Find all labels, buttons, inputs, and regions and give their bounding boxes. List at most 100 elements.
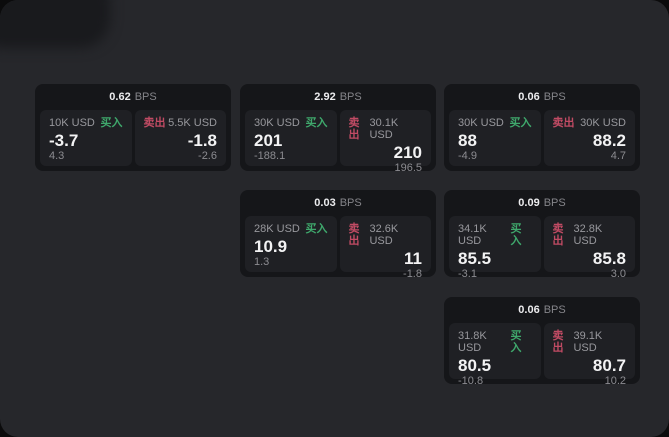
buy-tag: 买入 — [305, 223, 328, 235]
quote-body: 28K USD 买入 10.9 1.3 卖出 32.6K USD 11 -1.8 — [245, 216, 431, 280]
sell-change: -1.8 — [403, 268, 422, 280]
sell-panel[interactable]: 卖出 30K USD 88.2 4.7 — [543, 110, 635, 166]
sell-panel-top: 卖出 32.8K USD — [553, 223, 627, 247]
buy-tag: 买入 — [305, 117, 328, 129]
bps-header: 0.06 BPS — [444, 84, 640, 110]
bps-unit: BPS — [339, 91, 362, 103]
sell-panel[interactable]: 卖出 5.5K USD -1.8 -2.6 — [134, 110, 226, 166]
sell-change: 196.5 — [394, 162, 422, 174]
sell-tag: 卖出 — [552, 223, 564, 247]
quote-card: 2.92 BPS 30K USD 买入 201 -188.1 卖出 30.1K … — [240, 84, 436, 174]
buy-panel-top: 31.8K USD 买入 — [458, 330, 532, 354]
buy-size-label: 28K USD — [254, 223, 300, 235]
buy-panel[interactable]: 28K USD 买入 10.9 1.3 — [245, 216, 337, 272]
sell-panel[interactable]: 卖出 32.6K USD 11 -1.8 — [339, 216, 431, 280]
sell-change: 10.2 — [604, 375, 626, 387]
bps-value: 0.06 — [518, 91, 540, 103]
bps-header: 0.09 BPS — [444, 190, 640, 216]
buy-change: -10.8 — [458, 375, 484, 387]
buy-value: 80.5 — [458, 356, 492, 375]
buy-panel[interactable]: 34.1K USD 买入 85.5 -3.1 — [449, 216, 541, 280]
quote-card: 0.06 BPS 31.8K USD 买入 80.5 -10.8 卖出 39.1… — [444, 297, 640, 387]
bps-value: 2.92 — [314, 91, 336, 103]
buy-value: 201 — [254, 131, 283, 150]
sell-panel-top: 卖出 5.5K USD — [144, 117, 218, 129]
bps-value: 0.62 — [109, 91, 131, 103]
sell-value: 88.2 — [592, 131, 626, 150]
bps-header: 2.92 BPS — [240, 84, 436, 110]
quote-body: 34.1K USD 买入 85.5 -3.1 卖出 32.8K USD 85.8… — [449, 216, 635, 280]
sell-tag: 卖出 — [552, 330, 564, 354]
bps-unit: BPS — [339, 197, 362, 209]
quote-body: 30K USD 买入 88 -4.9 卖出 30K USD 88.2 4.7 — [449, 110, 635, 166]
buy-size-label: 34.1K USD — [458, 223, 487, 247]
sell-change: 4.7 — [610, 150, 626, 162]
buy-tag: 买入 — [510, 223, 522, 247]
buy-panel-top: 28K USD 买入 — [254, 223, 328, 235]
buy-value: 88 — [458, 131, 477, 150]
bps-value: 0.03 — [314, 197, 336, 209]
buy-panel[interactable]: 10K USD 买入 -3.7 4.3 — [40, 110, 132, 166]
sell-panel[interactable]: 卖出 30.1K USD 210 196.5 — [339, 110, 431, 174]
sell-size-label: 32.8K USD — [573, 223, 603, 247]
sell-panel-top: 卖出 39.1K USD — [553, 330, 627, 354]
bps-unit: BPS — [543, 197, 566, 209]
buy-panel[interactable]: 31.8K USD 买入 80.5 -10.8 — [449, 323, 541, 387]
buy-value: -3.7 — [49, 131, 79, 150]
sell-value: 85.8 — [592, 249, 626, 268]
sell-value: -1.8 — [187, 131, 217, 150]
sell-tag: 卖出 — [348, 117, 360, 141]
sell-size-label: 5.5K USD — [168, 117, 217, 129]
buy-panel-top: 30K USD 买入 — [254, 117, 328, 129]
sell-tag: 卖出 — [348, 223, 360, 247]
bps-header: 0.62 BPS — [35, 84, 231, 110]
sell-change: 3.0 — [610, 268, 626, 280]
buy-value: 10.9 — [254, 237, 288, 256]
buy-panel[interactable]: 30K USD 买入 201 -188.1 — [245, 110, 337, 166]
buy-value: 85.5 — [458, 249, 492, 268]
buy-change: -4.9 — [458, 150, 477, 162]
buy-size-label: 30K USD — [254, 117, 300, 129]
buy-panel-top: 34.1K USD 买入 — [458, 223, 532, 247]
sell-value: 11 — [404, 249, 422, 268]
bps-unit: BPS — [134, 91, 157, 103]
quote-card: 0.06 BPS 30K USD 买入 88 -4.9 卖出 30K USD 8… — [444, 84, 640, 171]
buy-tag: 买入 — [100, 117, 123, 129]
buy-tag: 买入 — [509, 117, 532, 129]
buy-size-label: 31.8K USD — [458, 330, 487, 354]
sell-value: 80.7 — [592, 356, 626, 375]
buy-change: 1.3 — [254, 256, 270, 268]
buy-change: 4.3 — [49, 150, 65, 162]
sell-size-label: 32.6K USD — [369, 223, 399, 247]
sell-value: 210 — [393, 143, 422, 162]
sell-size-label: 30K USD — [580, 117, 626, 129]
buy-panel-top: 30K USD 买入 — [458, 117, 532, 129]
quote-body: 31.8K USD 买入 80.5 -10.8 卖出 39.1K USD 80.… — [449, 323, 635, 387]
sell-panel-top: 卖出 30.1K USD — [349, 117, 423, 141]
buy-size-label: 30K USD — [458, 117, 504, 129]
bps-header: 0.03 BPS — [240, 190, 436, 216]
quote-body: 30K USD 买入 201 -188.1 卖出 30.1K USD 210 1… — [245, 110, 431, 174]
corner-shade — [0, 0, 110, 48]
quote-body: 10K USD 买入 -3.7 4.3 卖出 5.5K USD -1.8 -2.… — [40, 110, 226, 166]
sell-panel[interactable]: 卖出 39.1K USD 80.7 10.2 — [543, 323, 635, 387]
quote-card: 0.62 BPS 10K USD 买入 -3.7 4.3 卖出 5.5K USD… — [35, 84, 231, 171]
quote-card: 0.09 BPS 34.1K USD 买入 85.5 -3.1 卖出 32.8K… — [444, 190, 640, 280]
sell-panel[interactable]: 卖出 32.8K USD 85.8 3.0 — [543, 216, 635, 280]
buy-size-label: 10K USD — [49, 117, 95, 129]
sell-panel-top: 卖出 32.6K USD — [349, 223, 423, 247]
buy-tag: 买入 — [510, 330, 522, 354]
quote-card: 0.03 BPS 28K USD 买入 10.9 1.3 卖出 32.6K US… — [240, 190, 436, 280]
sell-size-label: 39.1K USD — [573, 330, 603, 354]
sell-change: -2.6 — [198, 150, 217, 162]
sell-tag: 卖出 — [143, 117, 166, 129]
sell-panel-top: 卖出 30K USD — [553, 117, 627, 129]
bps-value: 0.06 — [518, 304, 540, 316]
bps-unit: BPS — [543, 91, 566, 103]
buy-panel-top: 10K USD 买入 — [49, 117, 123, 129]
buy-change: -3.1 — [458, 268, 477, 280]
buy-panel[interactable]: 30K USD 买入 88 -4.9 — [449, 110, 541, 166]
sell-tag: 卖出 — [552, 117, 575, 129]
buy-change: -188.1 — [254, 150, 286, 162]
